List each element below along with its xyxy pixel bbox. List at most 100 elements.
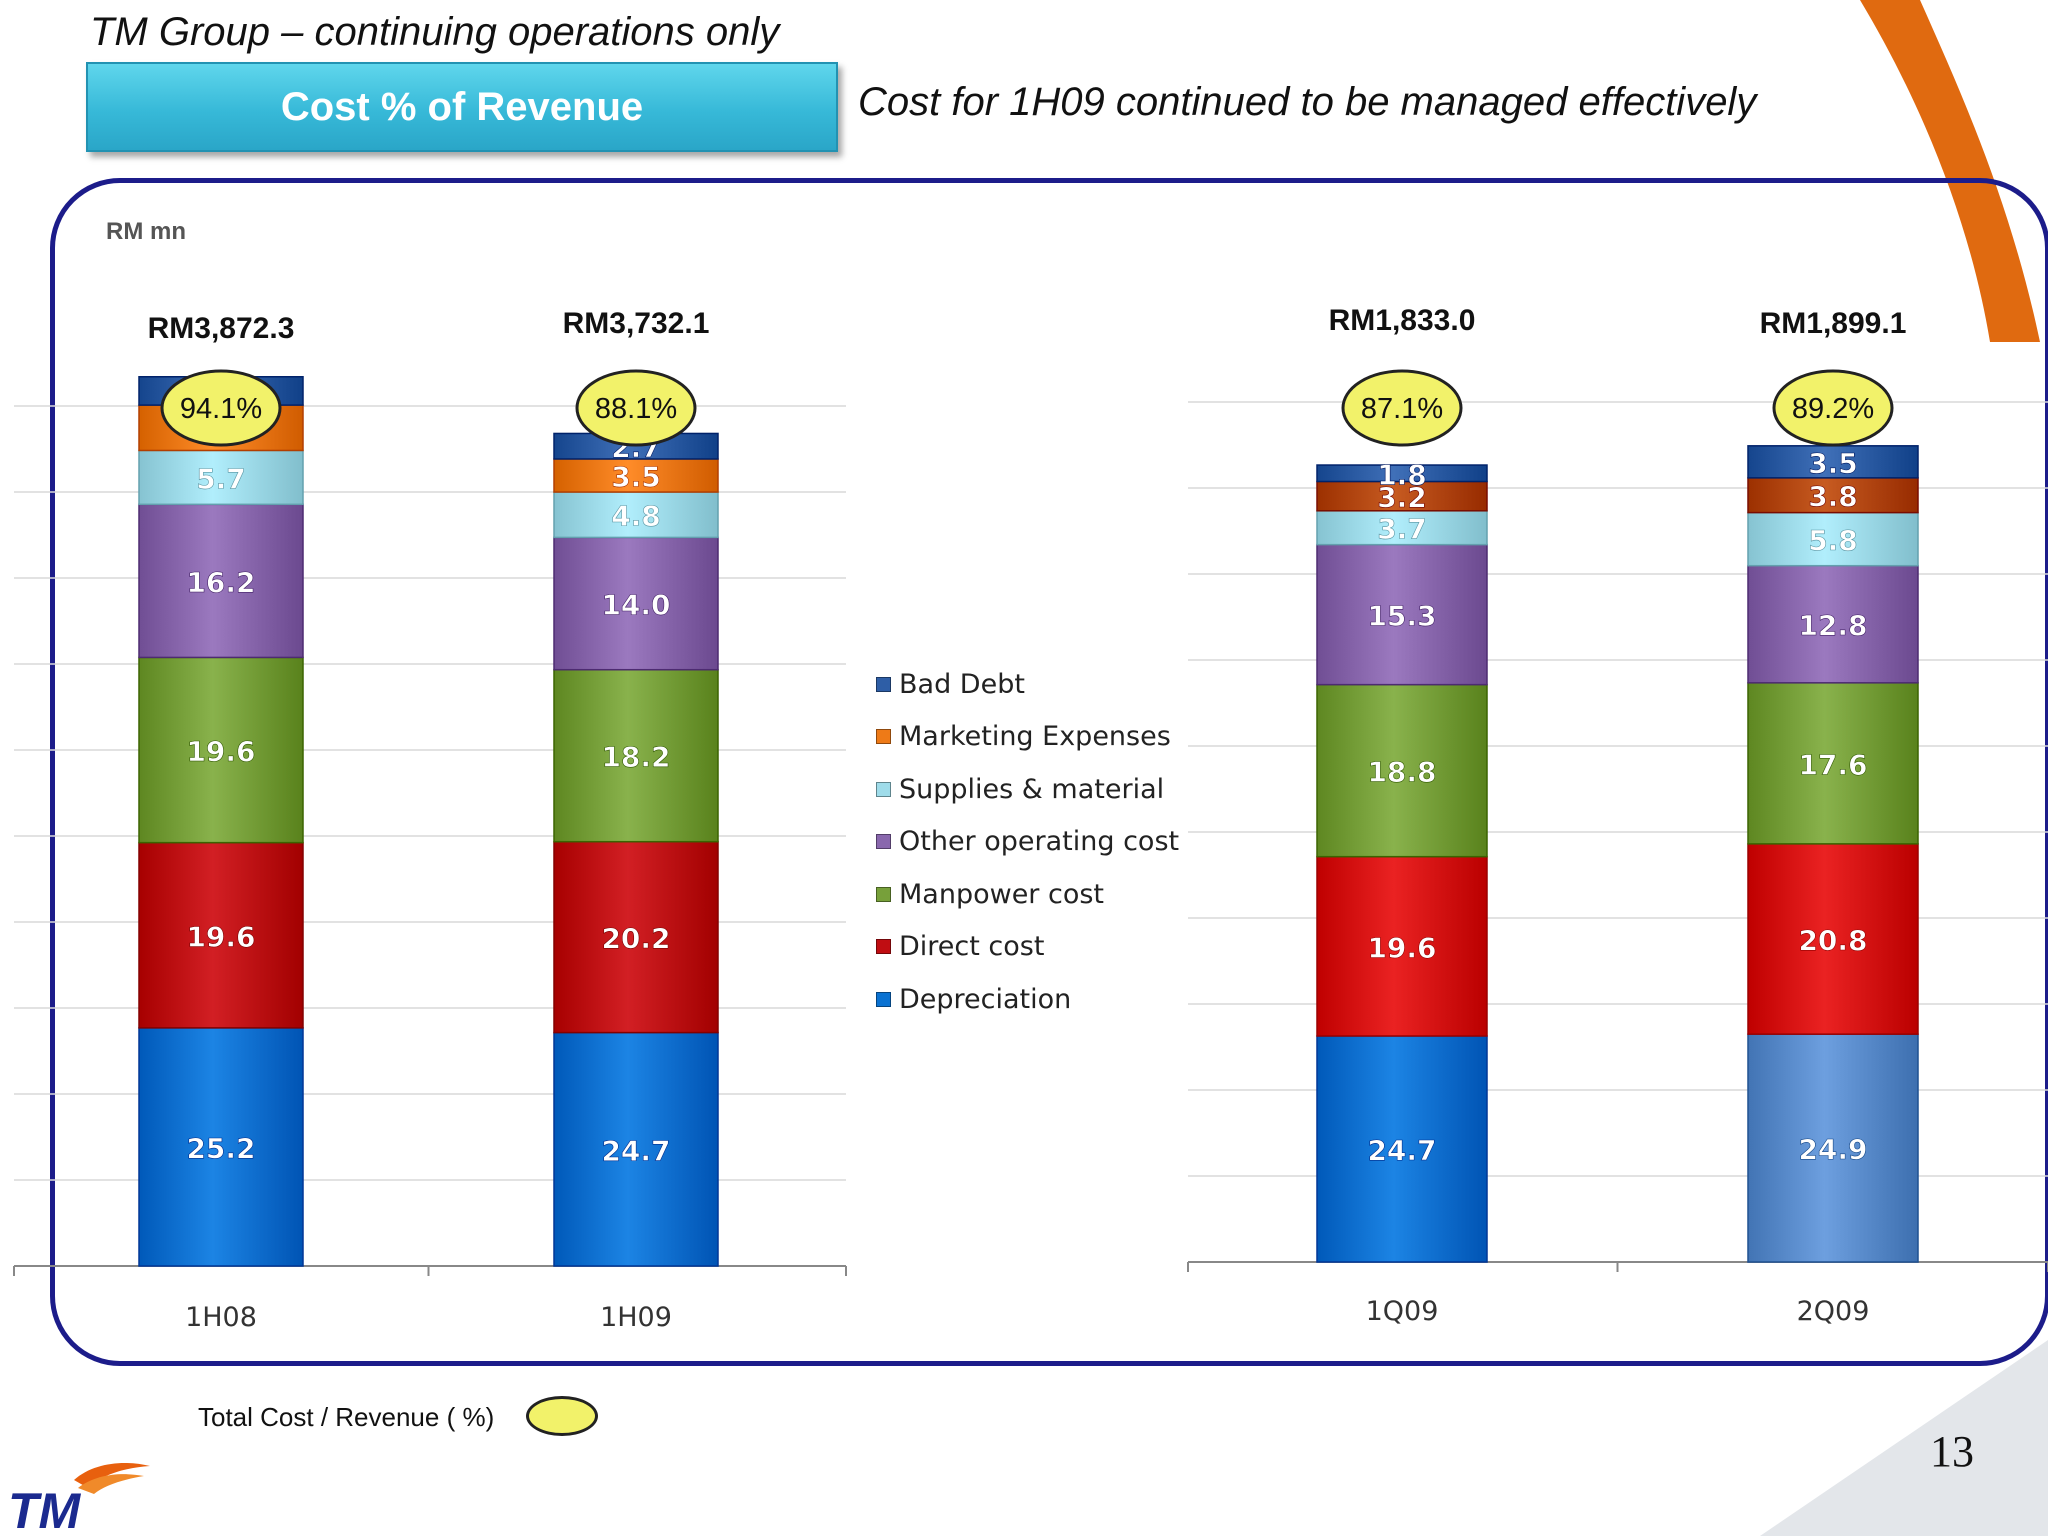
bar-segment-direct-cost [553, 840, 719, 1034]
ratio-bubble [1341, 369, 1463, 447]
bar-segment-manpower-cost [1747, 682, 1919, 845]
legend-swatch-icon [876, 886, 891, 902]
legend-swatch-icon [876, 834, 891, 850]
legend-item-marketing-expenses: Marketing Expenses [876, 711, 1179, 764]
legend-swatch-icon [876, 991, 891, 1007]
category-label: 2Q09 [1797, 1296, 1870, 1327]
slide-headline: Cost for 1H09 continued to be managed ef… [858, 80, 1757, 124]
orange-swoosh-decoration [1860, 0, 2040, 342]
bar-segment-other-operating-cost [553, 536, 719, 671]
bar-segment-manpower-cost [553, 668, 719, 843]
bar-value-label: 18.8 [1367, 756, 1436, 789]
legend-item-supplies-material: Supplies & material [876, 763, 1179, 816]
bar-value-label: 3.2 [1377, 481, 1427, 514]
slide-subtitle: TM Group – continuing operations only [90, 10, 780, 54]
bar-value-label: 20.2 [601, 922, 670, 955]
ratio-label: 88.1% [595, 393, 677, 425]
bar-value-label: 24.7 [1367, 1134, 1436, 1167]
bar-value-label: 3.5 [611, 461, 661, 494]
bar-segment-manpower-cost [1316, 683, 1488, 858]
bar-value-label: 12.8 [1798, 609, 1867, 642]
tm-logo: TM [8, 1462, 150, 1534]
bar-value-label: 1.8 [1377, 458, 1427, 491]
total-cost-label: RM3,872.3 [148, 312, 295, 345]
ratio-key-label: Total Cost / Revenue ( %) [198, 1402, 495, 1432]
category-label: 1H09 [600, 1302, 672, 1333]
legend-label: Marketing Expenses [899, 721, 1171, 753]
bar-segment-marketing-expenses [553, 458, 719, 493]
bar-segment-other-operating-cost [1747, 564, 1919, 684]
slide-title-box: Cost % of Revenue [86, 62, 838, 152]
bar-value-label: 3.7 [1377, 513, 1427, 546]
chart-frame [50, 178, 2048, 1366]
bar-value-label: 25.2 [186, 1132, 255, 1165]
bar-value-label: 19.6 [1367, 931, 1436, 964]
ratio-bubble [160, 369, 282, 447]
bar-segment-bad-debt [1316, 464, 1488, 483]
bar-value-label: 3.8 [1808, 480, 1858, 513]
bar-value-label: 5.7 [196, 462, 246, 495]
chart-panel-2: 24.7 19.6 18.8 15.3 3.73.21.8 RM1,833.0 87.1% 1… [1187, 304, 2048, 1327]
bar-segment-direct-cost [138, 841, 304, 1029]
ratio-label: 94.1% [180, 393, 262, 425]
svg-text:TM: TM [8, 1483, 82, 1534]
unit-label: RM mn [106, 218, 186, 245]
total-cost-label: RM3,732.1 [563, 307, 710, 340]
category-label: 1H08 [185, 1302, 257, 1333]
chart-panel-1: 25.219.619.616.25.74.83.0RM3,872.394.1%1… [13, 307, 847, 1333]
legend-swatch-icon [876, 781, 891, 797]
bar-segment-marketing-expenses [1316, 480, 1488, 512]
bar-value-label: 17.6 [1798, 748, 1867, 781]
total-cost-label: RM1,833.0 [1329, 304, 1476, 337]
grey-corner-decoration [1760, 1340, 2048, 1536]
bar-segment-supplies-material [138, 449, 304, 506]
bar-segment-marketing-expenses [1747, 477, 1919, 514]
bar-segment-depreciation [138, 1027, 304, 1267]
bar-value-label: 5.8 [1808, 524, 1858, 557]
bar-segment-depreciation [553, 1031, 719, 1267]
ratio-key-bubble-icon [526, 1396, 598, 1436]
bar-value-label: 18.2 [601, 741, 670, 774]
chart-legend: Bad Debt Marketing Expenses Supplies & mat… [876, 658, 1179, 1026]
bar-value-label: 3.5 [1808, 447, 1858, 480]
ratio-bubble [1772, 369, 1894, 447]
legend-label: Supplies & material [899, 773, 1165, 805]
bar-value-label: 20.8 [1798, 924, 1867, 957]
bar-value-label: 19.6 [186, 920, 255, 953]
legend-item-manpower-cost: Manpower cost [876, 868, 1179, 921]
bar-segment-depreciation [1747, 1033, 1919, 1263]
legend-swatch-icon [876, 939, 891, 955]
bar-value-label: 24.7 [601, 1134, 670, 1167]
bar-value-label: 15.3 [1367, 600, 1436, 633]
bar-segment-other-operating-cost [138, 503, 304, 659]
legend-label: Direct cost [899, 931, 1045, 963]
bar-segment-direct-cost [1747, 843, 1919, 1035]
ratio-label: 87.1% [1361, 393, 1443, 425]
legend-label: Manpower cost [899, 878, 1105, 910]
bar-segment-depreciation [1316, 1035, 1488, 1263]
bar-value-label: 4.8 [611, 500, 661, 533]
legend-item-depreciation: Depreciation [876, 973, 1179, 1026]
legend-label: Other operating cost [899, 826, 1180, 858]
legend-label: Depreciation [899, 983, 1072, 1015]
legend-swatch-icon [876, 729, 891, 745]
legend-item-other-operating-cost: Other operating cost [876, 816, 1179, 869]
legend-item-bad-debt: Bad Debt [876, 658, 1179, 711]
bar-value-label: 24.9 [1798, 1133, 1867, 1166]
page-number: 13 [1930, 1427, 1974, 1476]
bar-value-label: 14.0 [601, 589, 670, 622]
bar-segment-other-operating-cost [1316, 543, 1488, 686]
bar-segment-manpower-cost [138, 656, 304, 844]
bar-segment-supplies-material [1747, 511, 1919, 567]
legend-label: Bad Debt [899, 668, 1025, 700]
ratio-bubble [575, 369, 697, 447]
bar-value-label: 19.6 [186, 735, 255, 768]
legend-item-direct-cost: Direct cost [876, 921, 1179, 974]
ratio-label: 89.2% [1792, 393, 1874, 425]
bar-value-label: 16.2 [186, 566, 255, 599]
legend-swatch-icon [876, 676, 891, 692]
total-cost-label: RM1,899.1 [1760, 307, 1907, 340]
bar-segment-direct-cost [1316, 855, 1488, 1037]
category-label: 1Q09 [1366, 1296, 1439, 1327]
